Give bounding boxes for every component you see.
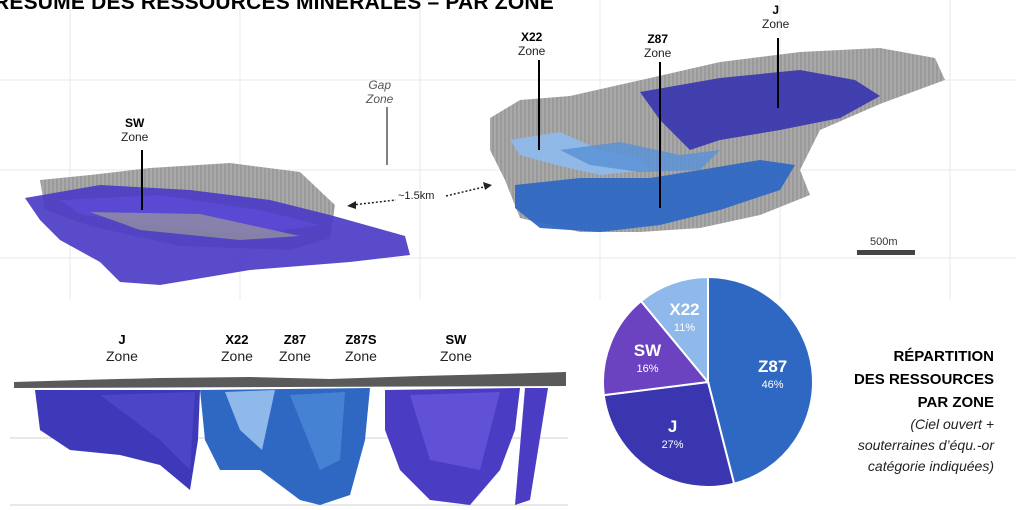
section-sw-zone: [385, 388, 548, 505]
label-z87-plan-name: Z87: [647, 32, 669, 46]
label-x22-section-name: X22: [225, 332, 249, 347]
label-z87s-section-name: Z87S: [345, 332, 377, 347]
label-z87s-section: Z87S Zone: [345, 332, 377, 364]
gap-label-line2: Zone: [366, 92, 394, 106]
distance-label: ~1.5km: [398, 190, 435, 202]
label-x22-section-zone: Zone: [221, 348, 253, 364]
pie-slice-z87: [707, 275, 814, 485]
label-x22-plan-zone: Zone: [518, 44, 546, 58]
scale-bar: [857, 250, 915, 255]
pie-label-z87: Z87: [758, 357, 787, 376]
resource-pie-chart: Z87 46% J 27% SW 16% X22 11%: [602, 275, 814, 488]
label-j-plan-zone: Zone: [762, 17, 790, 31]
plan-leader-lines: [141, 38, 779, 210]
pie-value-z87: 46%: [762, 379, 784, 391]
label-z87-section: Z87 Zone: [279, 332, 311, 364]
label-j-section-zone: Zone: [106, 348, 138, 364]
label-z87-section-zone: Zone: [279, 348, 311, 364]
pie-label-j: J: [668, 417, 677, 436]
pie-label-x22: X22: [669, 300, 699, 319]
label-sw-section-zone: Zone: [440, 348, 472, 364]
label-j-plan: J Zone: [762, 3, 789, 31]
label-j-plan-name: J: [772, 3, 780, 17]
legend-subtext-line2: souterraines d’équ.-or: [857, 437, 994, 453]
page-title: RÉSUMÉ DES RESSOURCES MINÉRALES – PAR ZO…: [0, 0, 554, 14]
distance-arrow: [347, 182, 492, 209]
pie-slice-x22: [639, 275, 709, 385]
legend-heading-line2: DES RESSOURCES: [853, 371, 994, 388]
east-deposit-shape: [490, 48, 945, 232]
label-sw-section-name: SW: [445, 332, 467, 347]
pie-value-sw: 16%: [636, 363, 658, 375]
label-sw-plan-name: SW: [125, 116, 145, 130]
label-z87-plan: Z87 Zone: [644, 32, 671, 60]
sw-deposit-shape: [25, 163, 410, 285]
legend-heading-line1: RÉPARTITION: [893, 348, 994, 365]
label-z87-plan-zone: Zone: [644, 46, 672, 60]
legend-heading-line3: PAR ZONE: [917, 394, 994, 411]
label-j-section-name: J: [118, 332, 126, 347]
section-j-zone: [35, 390, 200, 490]
label-z87s-section-zone: Zone: [345, 348, 377, 364]
label-x22-plan: X22 Zone: [518, 30, 545, 58]
label-sw-plan-zone: Zone: [121, 130, 149, 144]
label-j-section: J Zone: [106, 332, 138, 364]
pie-legend-text: RÉPARTITION DES RESSOURCES PAR ZONE (Cie…: [854, 345, 994, 477]
pie-slice-j: [602, 380, 736, 488]
gap-label-line1: Gap: [368, 78, 392, 92]
pie-slice-sw: [602, 299, 710, 397]
pie-label-sw: SW: [634, 341, 662, 360]
label-x22-plan-name: X22: [521, 30, 543, 44]
pie-value-x22: 11%: [674, 322, 695, 334]
scale-label: 500m: [870, 236, 898, 248]
label-sw-plan: SW Zone: [121, 116, 148, 144]
plan-view-3d-model: [0, 0, 1016, 300]
pie-value-j: 27%: [662, 439, 684, 451]
legend-subtext-line3: catégorie indiquées): [867, 458, 994, 474]
label-sw-section: SW Zone: [440, 332, 472, 364]
section-x22-z87-zone: [200, 388, 370, 505]
legend-subtext-line1: (Ciel ouvert +: [910, 416, 994, 432]
label-z87-section-name: Z87: [283, 332, 307, 347]
label-x22-section: X22 Zone: [221, 332, 253, 364]
gap-zone-label: Gap Zone: [366, 78, 393, 106]
